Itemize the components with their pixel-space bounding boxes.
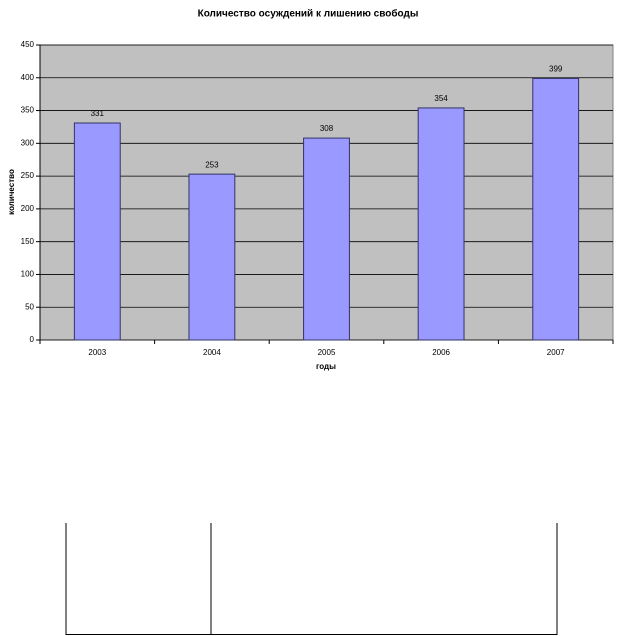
bar: [532, 77, 580, 341]
chart-title: Количество осуждений к лишению свободы: [198, 8, 419, 20]
data-label: 331: [91, 109, 105, 118]
y-axis-title: количество: [7, 169, 16, 215]
y-tick-label: 50: [25, 302, 34, 311]
data-label: 354: [434, 94, 448, 103]
x-tick-label: 2004: [203, 348, 221, 357]
data-label: 253: [205, 160, 219, 169]
y-tick-label: 250: [21, 171, 35, 180]
y-tick-label: 400: [21, 73, 35, 82]
bar: [188, 173, 236, 341]
bar: [303, 137, 350, 341]
y-tick-label: 350: [21, 106, 35, 115]
data-label: 308: [320, 124, 334, 133]
x-axis-title: годы: [316, 362, 336, 371]
y-tick-label: 300: [21, 138, 35, 147]
x-tick-label: 2006: [432, 348, 450, 357]
y-tick-label: 0: [30, 335, 35, 344]
data-label: 399: [549, 65, 563, 74]
y-tick-label: 100: [21, 270, 35, 279]
x-tick-label: 2007: [547, 348, 565, 357]
y-tick-label: 450: [21, 40, 35, 49]
x-tick-label: 2003: [88, 348, 106, 357]
bar: [73, 122, 121, 341]
x-tick-label: 2005: [318, 348, 336, 357]
bar: [417, 107, 465, 341]
y-tick-label: 200: [21, 204, 35, 213]
y-tick-label: 150: [21, 237, 35, 246]
